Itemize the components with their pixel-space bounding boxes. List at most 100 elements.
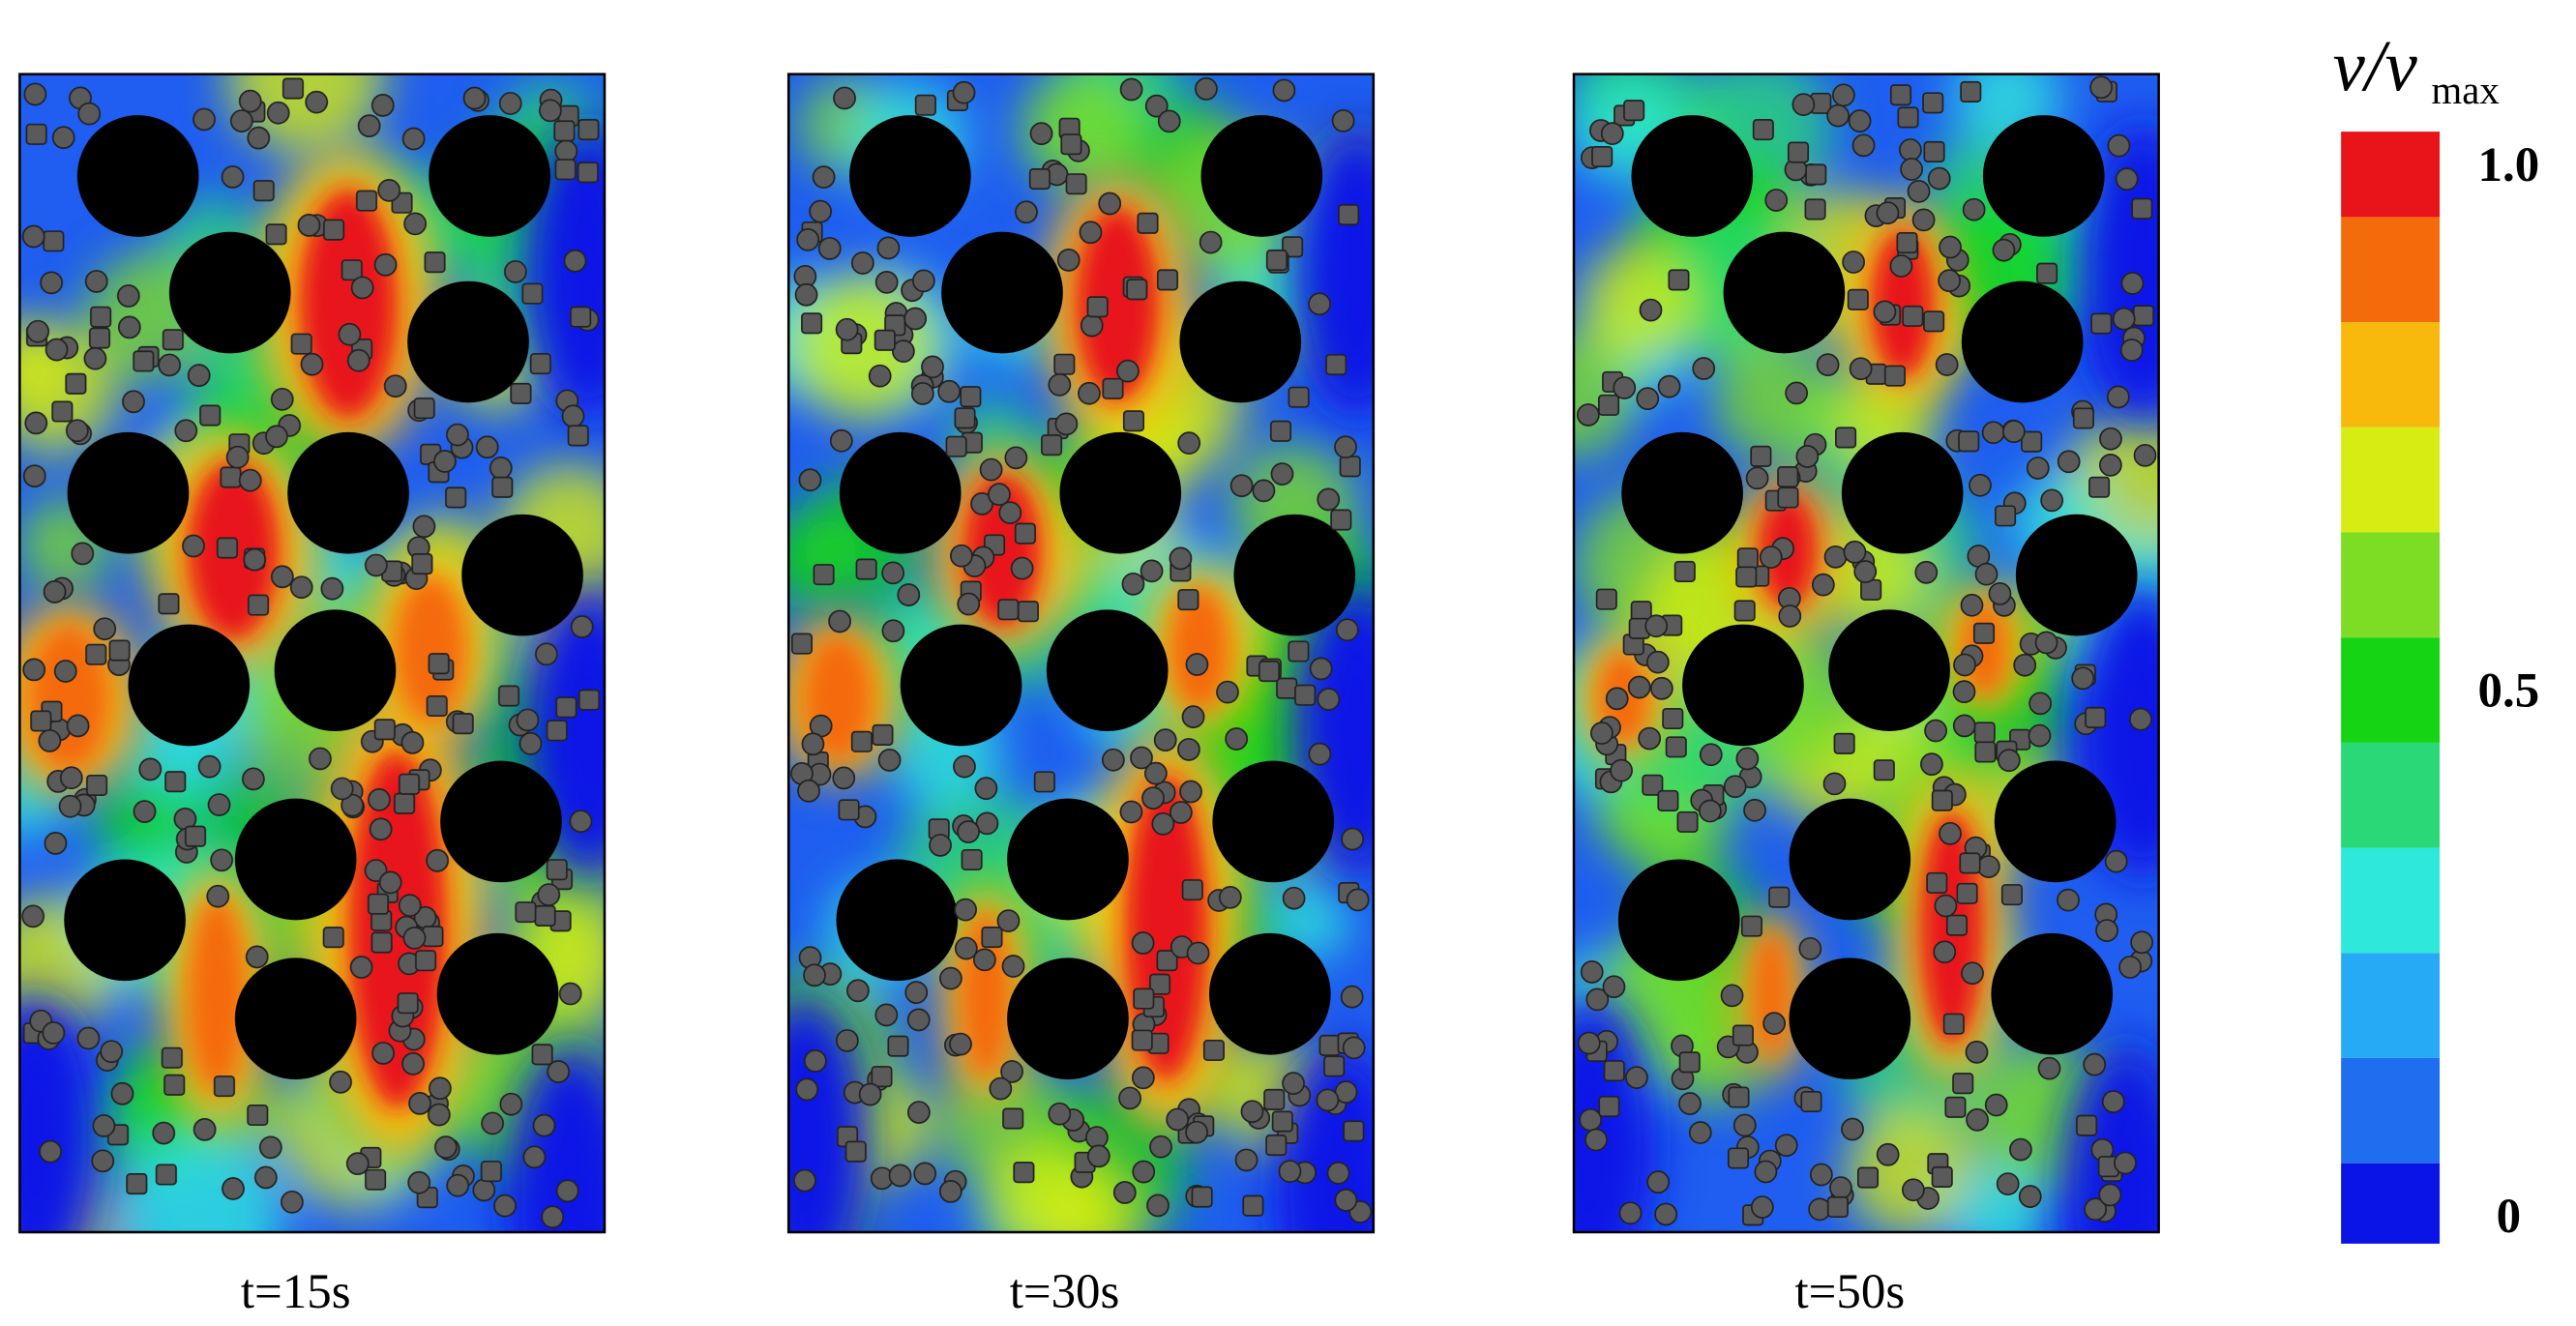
particle [242, 767, 265, 791]
particle [1654, 1202, 1678, 1226]
particle [835, 1029, 859, 1052]
particle [1149, 973, 1171, 995]
particle [522, 1145, 547, 1169]
blob [1712, 338, 1837, 462]
particle [1851, 133, 1876, 158]
colorbar-band [2341, 847, 2441, 954]
particle [43, 580, 67, 604]
particle [2106, 385, 2130, 409]
particle [554, 139, 578, 163]
particle [2026, 457, 2050, 480]
particle [110, 1081, 134, 1105]
particle [265, 425, 288, 449]
particle [238, 468, 262, 492]
particle [1580, 960, 1604, 984]
particle [1639, 298, 1663, 322]
particle [2034, 631, 2058, 655]
particle [199, 404, 222, 427]
particle [1271, 1110, 1293, 1133]
obstacle [1007, 798, 1129, 921]
particle [1584, 1128, 1608, 1152]
obstacle [1828, 609, 1950, 731]
particle [1835, 427, 1857, 449]
particle [1644, 614, 1669, 638]
particle [937, 379, 962, 403]
particle [1265, 249, 1288, 272]
particle [350, 276, 374, 300]
particle [1595, 588, 1617, 610]
particle [1218, 885, 1242, 909]
particle [1733, 600, 1756, 622]
particle [192, 107, 216, 132]
particle [531, 1044, 553, 1066]
particle [1131, 1029, 1153, 1051]
hot-spot [1870, 229, 1935, 379]
particle [1873, 759, 1895, 781]
particle [850, 730, 873, 752]
particle [1995, 505, 2017, 527]
particle [801, 312, 823, 335]
particle [1130, 746, 1153, 770]
particle [910, 382, 934, 405]
particle [397, 992, 419, 1015]
particle [1010, 556, 1034, 580]
particle [1902, 1178, 1925, 1202]
particle [546, 859, 568, 881]
particle [1832, 83, 1855, 107]
particle [510, 382, 532, 404]
particle [1591, 145, 1614, 168]
particle [364, 553, 388, 577]
obstacle [836, 859, 959, 982]
particle [1308, 292, 1331, 316]
obstacle [429, 115, 550, 237]
particle [1146, 1193, 1170, 1218]
particle [92, 1114, 116, 1137]
particle [229, 109, 253, 133]
particle [974, 777, 998, 801]
obstacle [1621, 431, 1743, 554]
particle [954, 936, 978, 960]
particle [1330, 509, 1352, 531]
particle [1119, 77, 1143, 102]
colorbar-title: v/v [2333, 27, 2418, 107]
particle [1179, 780, 1202, 804]
particle [23, 82, 47, 106]
particle [22, 464, 46, 488]
particle [1668, 269, 1690, 291]
particle [981, 926, 1003, 949]
particle [1735, 566, 1758, 588]
particle [1112, 1181, 1137, 1204]
particle [1688, 1121, 1712, 1144]
particle [1054, 412, 1079, 436]
particle [1340, 985, 1364, 1009]
particle [1984, 1093, 2008, 1117]
particle [207, 793, 231, 816]
particle [1952, 1073, 1974, 1095]
obstacle [1723, 231, 1846, 354]
particle [1962, 197, 1986, 221]
particle [1325, 353, 1347, 376]
obstacle [1208, 932, 1331, 1055]
particle [855, 558, 877, 580]
particle [2036, 262, 2058, 284]
particle [1889, 254, 1913, 278]
particle [874, 270, 899, 294]
particle [398, 773, 421, 795]
particle [929, 834, 952, 857]
particle [498, 685, 520, 707]
particle [475, 435, 499, 459]
particle [1798, 936, 1822, 960]
particle [44, 832, 68, 855]
obstacle [1961, 280, 2084, 403]
particle [2088, 476, 2111, 498]
particle [1605, 687, 1629, 711]
particle [1334, 435, 1357, 459]
obstacle [1994, 760, 2117, 883]
particle [2071, 666, 2095, 691]
particle [903, 307, 928, 331]
particle [355, 190, 378, 212]
obstacle [1682, 624, 1804, 747]
particle [1151, 811, 1175, 836]
particle [39, 1139, 62, 1164]
particle [116, 284, 140, 308]
